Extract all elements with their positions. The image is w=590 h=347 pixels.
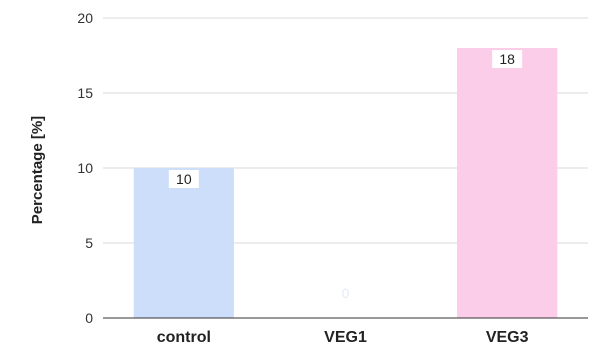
x-category-labels: control VEG1 VEG3 (157, 329, 529, 346)
bars (133, 48, 558, 318)
y-tick-label: 0 (85, 310, 93, 326)
x-category-label: VEG3 (486, 329, 529, 346)
x-category-label: VEG1 (324, 329, 367, 346)
data-label-box (492, 50, 523, 68)
data-label: 0 (342, 285, 350, 301)
data-labels: 10 0 18 (168, 50, 523, 301)
x-category-label: control (157, 329, 211, 346)
y-axis-title: Percentage [%] (29, 116, 46, 224)
bar-veg3 (457, 48, 558, 318)
y-tick-label: 10 (77, 160, 93, 176)
y-tick-label: 5 (85, 235, 93, 251)
y-tick-label: 20 (77, 10, 93, 26)
data-label: 18 (499, 51, 515, 67)
data-label-box (168, 170, 199, 188)
y-tick-labels: 0 5 10 15 20 (77, 10, 93, 326)
y-tick-label: 15 (77, 85, 93, 101)
data-label: 10 (176, 171, 192, 187)
bar-control (133, 168, 234, 318)
